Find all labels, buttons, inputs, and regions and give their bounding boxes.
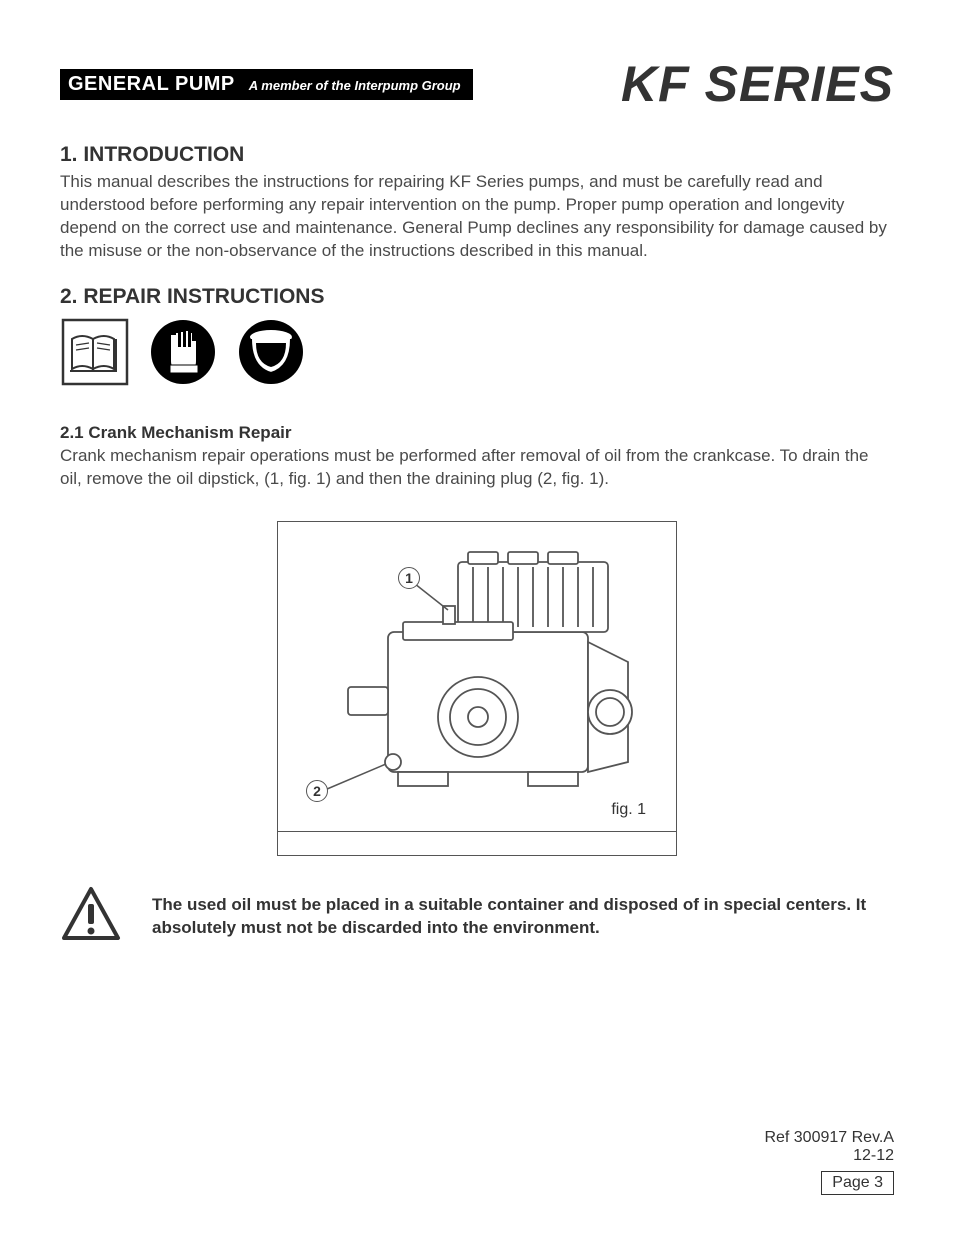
- series-title: KF SERIES: [621, 55, 894, 113]
- figure-inner: 1 2: [278, 522, 676, 832]
- subsection-heading: 2.1 Crank Mechanism Repair: [60, 423, 894, 443]
- page-footer: Ref 300917 Rev.A 12-12 Page 3: [764, 1129, 894, 1195]
- document-page: GENERAL PUMP A member of the Interpump G…: [0, 0, 954, 1235]
- figure-label: fig. 1: [611, 801, 646, 819]
- pump-illustration: [278, 522, 678, 832]
- intro-body: This manual describes the instructions f…: [60, 171, 894, 263]
- brand-tagline: A member of the Interpump Group: [249, 78, 461, 93]
- page-header: GENERAL PUMP A member of the Interpump G…: [60, 55, 894, 113]
- intro-heading: 1. INTRODUCTION: [60, 143, 894, 167]
- brand-name: GENERAL PUMP: [68, 73, 235, 96]
- footer-ref: Ref 300917 Rev.A: [764, 1129, 894, 1147]
- page-number: Page 3: [821, 1171, 894, 1195]
- brand-bar: GENERAL PUMP A member of the Interpump G…: [60, 69, 473, 100]
- footer-date: 12-12: [764, 1147, 894, 1165]
- warning-block: The used oil must be placed in a suitabl…: [60, 886, 894, 942]
- figure-1: 1 2 fig. 1: [277, 521, 677, 856]
- gloves-icon: [148, 317, 218, 387]
- callout-2: 2: [306, 780, 328, 802]
- subsection-body: Crank mechanism repair operations must b…: [60, 445, 894, 491]
- callout-1: 1: [398, 567, 420, 589]
- manual-book-icon: [60, 317, 130, 387]
- repair-heading: 2. REPAIR INSTRUCTIONS: [60, 285, 894, 309]
- warning-text: The used oil must be placed in a suitabl…: [152, 886, 894, 940]
- face-shield-icon: [236, 317, 306, 387]
- safety-icon-row: [60, 317, 894, 387]
- figure-container: 1 2 fig. 1: [60, 521, 894, 856]
- warning-triangle-icon: [60, 886, 122, 942]
